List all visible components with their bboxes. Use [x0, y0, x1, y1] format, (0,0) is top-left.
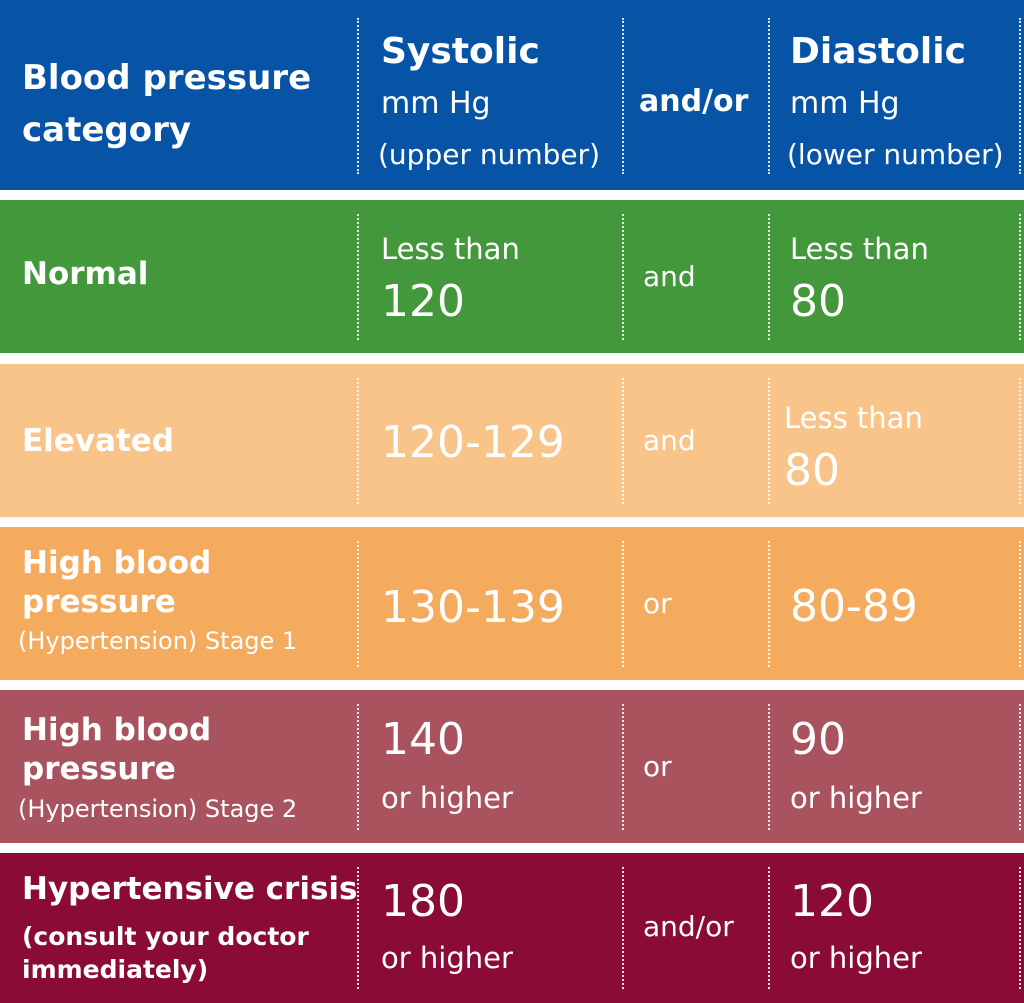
row-stage1-divider-2	[622, 541, 624, 667]
row-elevated: Elevated 120-129 and Less than 80	[0, 364, 1024, 517]
row-crisis-category-line2: (consult your doctor	[22, 922, 309, 951]
row-stage2-divider-3	[768, 704, 770, 830]
row-stage1-conjunction: or	[643, 587, 672, 620]
row-normal-diastolic-value: 80	[790, 276, 846, 327]
row-stage1-category-line1: High blood	[22, 545, 212, 581]
header-diastolic-title: Diastolic	[790, 31, 966, 72]
header-systolic-title: Systolic	[381, 31, 540, 72]
row-stage2-category-line2: pressure	[22, 751, 176, 787]
header-category-line1: Blood pressure	[22, 58, 312, 98]
row-stage2-conjunction: or	[643, 750, 672, 783]
row-crisis-divider-2	[622, 867, 624, 989]
row-stage1-category-line2: pressure	[22, 584, 176, 620]
row-crisis-conjunction: and/or	[643, 910, 734, 943]
row-crisis-divider-3	[768, 867, 770, 989]
row-crisis: Hypertensive crisis (consult your doctor…	[0, 853, 1024, 1003]
row-stage2-divider-2	[622, 704, 624, 830]
row-elevated-divider-4	[1019, 378, 1021, 504]
row-normal-divider-1	[357, 214, 359, 340]
row-elevated-conjunction: and	[643, 424, 696, 457]
header-systolic-unit: mm Hg	[381, 86, 491, 121]
row-normal-diastolic-prefix: Less than	[790, 232, 929, 266]
row-stage1-diastolic-value: 80-89	[790, 581, 918, 632]
header-conjunction: and/or	[639, 84, 749, 119]
header-diastolic-unit: mm Hg	[790, 86, 900, 121]
row-elevated-diastolic-prefix: Less than	[784, 401, 923, 435]
row-stage2-diastolic-suffix: or higher	[790, 781, 922, 815]
header-divider-4	[1019, 18, 1021, 174]
row-crisis-diastolic-value: 120	[790, 876, 874, 927]
row-crisis-divider-1	[357, 867, 359, 989]
row-crisis-divider-4	[1019, 867, 1021, 989]
row-stage1-divider-4	[1019, 541, 1021, 667]
row-stage1-systolic-value: 130-139	[381, 582, 565, 633]
row-stage1-divider-3	[768, 541, 770, 667]
row-stage2-divider-4	[1019, 704, 1021, 830]
row-crisis-systolic-value: 180	[381, 876, 465, 927]
row-crisis-diastolic-suffix: or higher	[790, 941, 922, 975]
row-crisis-category-line3: immediately)	[22, 955, 209, 984]
row-stage1-divider-1	[357, 541, 359, 667]
row-normal-divider-4	[1019, 214, 1021, 340]
header-diastolic-note: (lower number)	[787, 138, 1004, 171]
row-normal-divider-2	[622, 214, 624, 340]
row-stage1-category-line3: (Hypertension) Stage 1	[18, 627, 298, 655]
row-crisis-category-line1: Hypertensive crisis	[22, 871, 358, 907]
row-elevated-divider-2	[622, 378, 624, 504]
row-crisis-systolic-suffix: or higher	[381, 941, 513, 975]
header-divider-1	[357, 18, 359, 174]
row-normal-systolic-value: 120	[381, 276, 465, 327]
row-stage2-systolic-value: 140	[381, 714, 465, 765]
row-stage2-divider-1	[357, 704, 359, 830]
row-stage2-category-line3: (Hypertension) Stage 2	[18, 795, 298, 823]
row-normal-category: Normal	[22, 256, 149, 292]
row-normal-systolic-prefix: Less than	[381, 232, 520, 266]
row-normal-divider-3	[768, 214, 770, 340]
header-category-line2: category	[22, 110, 192, 150]
header-divider-3	[768, 18, 770, 174]
row-normal-conjunction: and	[643, 260, 696, 293]
row-elevated-divider-3	[768, 378, 770, 504]
header-divider-2	[622, 18, 624, 174]
row-elevated-diastolic-value: 80	[784, 445, 840, 496]
row-stage2-category-line1: High blood	[22, 712, 212, 748]
header-row: Blood pressure category Systolic mm Hg (…	[0, 0, 1024, 190]
row-stage1: High blood pressure (Hypertension) Stage…	[0, 527, 1024, 680]
row-stage2-diastolic-value: 90	[790, 714, 846, 765]
row-stage2-systolic-suffix: or higher	[381, 781, 513, 815]
row-elevated-category: Elevated	[22, 423, 174, 459]
row-elevated-systolic-value: 120-129	[381, 417, 565, 468]
row-stage2: High blood pressure (Hypertension) Stage…	[0, 690, 1024, 843]
row-elevated-divider-1	[357, 378, 359, 504]
header-systolic-note: (upper number)	[378, 138, 601, 171]
row-normal: Normal Less than 120 and Less than 80	[0, 200, 1024, 353]
